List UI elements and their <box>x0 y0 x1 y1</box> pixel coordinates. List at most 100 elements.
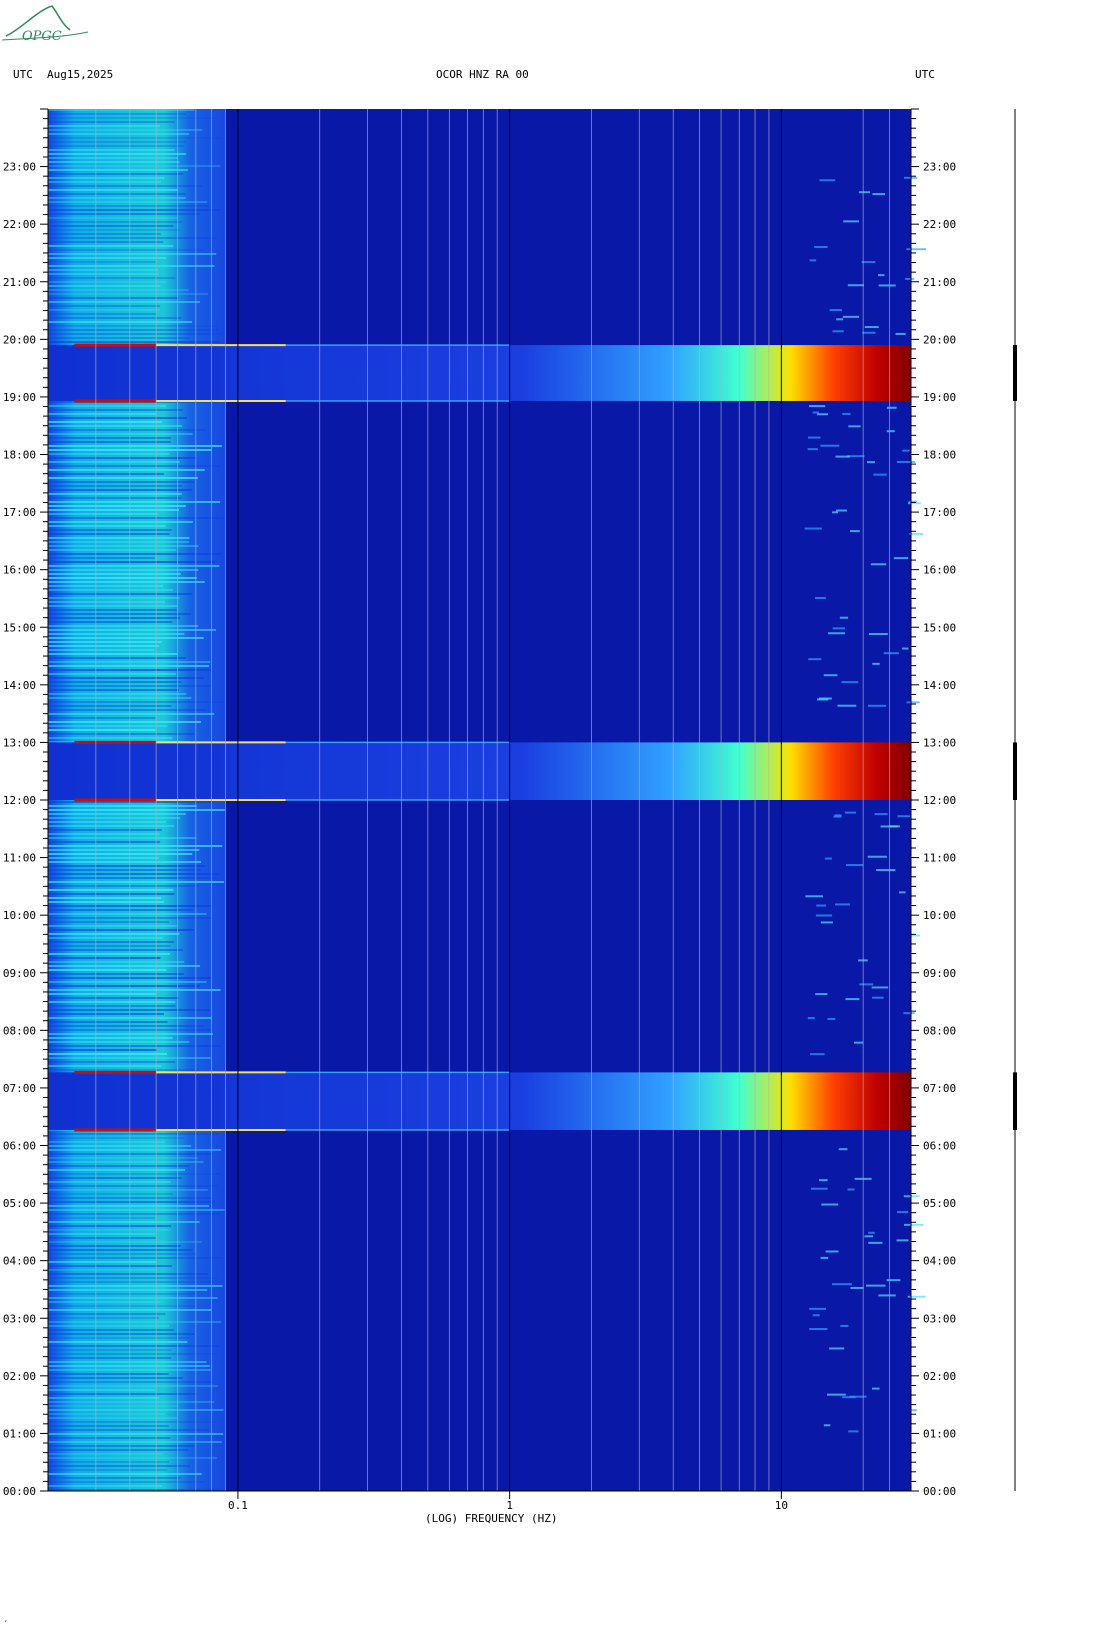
band-striation <box>48 1189 208 1191</box>
band-striation <box>48 1001 176 1003</box>
band-striation <box>48 501 221 503</box>
noise-speckle <box>847 455 865 458</box>
band-striation <box>48 1413 166 1415</box>
band-striation <box>48 1053 168 1055</box>
y-tick-label-right: 20:00 <box>923 333 956 346</box>
band-striation <box>48 1229 171 1231</box>
band-striation <box>48 185 203 187</box>
noise-speckle <box>824 857 832 860</box>
noise-speckle <box>833 815 842 818</box>
band-striation <box>48 545 199 547</box>
band-striation <box>48 965 201 967</box>
event-1-band <box>48 1072 911 1130</box>
noise-speckle <box>867 704 887 707</box>
noise-speckle <box>909 533 924 536</box>
band-striation <box>48 249 205 251</box>
band-striation <box>48 917 213 919</box>
band-striation <box>48 869 202 871</box>
band-striation <box>48 1473 202 1475</box>
noise-speckle <box>902 647 909 650</box>
band-striation <box>48 117 217 119</box>
noise-speckle <box>874 813 888 816</box>
y-tick-label-left: 12:00 <box>3 794 36 807</box>
noise-speckle <box>820 921 833 924</box>
band-striation <box>48 1289 208 1291</box>
band-striation <box>48 245 174 247</box>
noise-speckle <box>873 473 887 476</box>
band-striation <box>48 697 192 699</box>
band-striation <box>48 553 223 555</box>
band-striation <box>48 573 181 575</box>
band-striation <box>48 605 178 607</box>
noise-speckle <box>827 1017 836 1020</box>
band-striation <box>48 585 164 587</box>
noise-speckle <box>850 1286 864 1289</box>
band-striation <box>48 405 167 407</box>
y-tick-label-left: 08:00 <box>3 1024 36 1037</box>
band-striation <box>48 485 183 487</box>
noise-speckle <box>903 1012 915 1015</box>
band-striation <box>48 301 200 303</box>
band-striation <box>48 713 215 715</box>
y-tick-label-left: 11:00 <box>3 852 36 865</box>
band-striation <box>48 417 187 419</box>
noise-speckle <box>807 448 818 451</box>
y-tick-label-right: 11:00 <box>923 852 956 865</box>
band-striation <box>48 997 179 999</box>
noise-speckle <box>840 1324 849 1327</box>
band-striation <box>48 261 156 263</box>
band-striation <box>48 597 180 599</box>
band-striation <box>48 1041 190 1043</box>
noise-speckle <box>897 815 911 818</box>
band-striation <box>48 957 161 959</box>
noise-speckle <box>819 179 836 182</box>
y-tick-label-left: 13:00 <box>3 736 36 749</box>
band-striation <box>48 1441 222 1443</box>
band-striation <box>48 693 187 695</box>
band-striation <box>48 621 173 623</box>
y-tick-label-right: 05:00 <box>923 1197 956 1210</box>
y-tick-label-right: 06:00 <box>923 1140 956 1153</box>
event-3-band <box>48 345 911 401</box>
band-striation <box>48 1205 209 1207</box>
noise-speckle <box>867 461 875 464</box>
band-striation <box>48 937 163 939</box>
y-tick-label-left: 17:00 <box>3 506 36 519</box>
band-striation <box>48 477 198 479</box>
y-tick-label-left: 01:00 <box>3 1427 36 1440</box>
band-striation <box>48 569 199 571</box>
band-striation <box>48 601 165 603</box>
band-striation <box>48 889 174 891</box>
band-striation <box>48 421 162 423</box>
band-striation <box>48 1345 220 1347</box>
noise-speckle <box>820 1256 829 1259</box>
band-striation <box>48 429 207 431</box>
band-striation <box>48 161 180 163</box>
noise-speckle <box>908 500 918 503</box>
noise-speckle <box>845 998 860 1001</box>
band-striation <box>48 1005 176 1007</box>
noise-speckle <box>834 814 842 817</box>
band-striation <box>48 281 167 283</box>
band-striation <box>48 1437 171 1439</box>
noise-speckle <box>870 563 887 566</box>
band-striation <box>48 253 217 255</box>
noise-speckle <box>848 1430 859 1433</box>
band-striation <box>48 981 207 983</box>
noise-speckle <box>819 1179 828 1182</box>
band-striation <box>48 533 170 535</box>
noise-speckle <box>821 1203 839 1206</box>
band-striation <box>48 681 182 683</box>
y-tick-label-right: 08:00 <box>923 1024 956 1037</box>
noise-speckle <box>895 332 906 335</box>
band-striation <box>48 1029 210 1031</box>
band-striation <box>48 1425 169 1427</box>
noise-speckle <box>807 436 821 439</box>
band-striation <box>48 1261 157 1263</box>
band-striation <box>48 285 161 287</box>
band-striation <box>48 145 185 147</box>
noise-speckle <box>834 903 850 906</box>
band-striation <box>48 1381 214 1383</box>
noise-speckle <box>812 1314 820 1317</box>
band-striation <box>48 1009 210 1011</box>
